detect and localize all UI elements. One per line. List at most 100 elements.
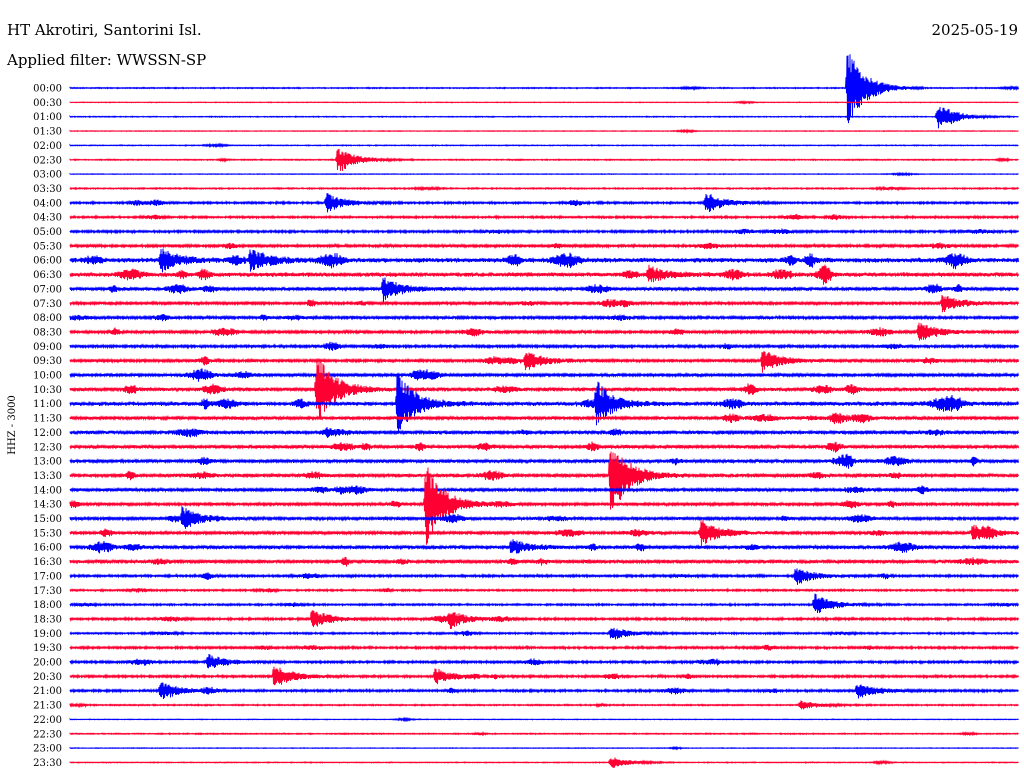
trace-row-1000 xyxy=(69,368,1019,382)
trace-row-0300 xyxy=(69,171,1019,177)
tick-label: 04:00 xyxy=(33,198,62,209)
tick-label: 03:30 xyxy=(33,184,62,195)
trace-group xyxy=(69,54,1019,768)
tick-label: 09:30 xyxy=(33,356,62,367)
trace-row-0800 xyxy=(69,313,1019,322)
tick-label: 01:00 xyxy=(33,112,62,123)
trace-row-0130 xyxy=(69,128,1019,134)
trace-row-1930 xyxy=(69,644,1019,651)
trace-row-0700 xyxy=(69,277,1019,303)
trace-row-2230 xyxy=(69,730,1019,737)
tick-label: 22:30 xyxy=(33,729,62,740)
tick-label: 08:00 xyxy=(33,313,62,324)
trace-row-0000 xyxy=(69,54,1019,124)
trace-row-1630 xyxy=(69,556,1019,567)
trace-row-0900 xyxy=(69,341,1019,351)
tick-label: 22:00 xyxy=(33,715,62,726)
trace-row-0500 xyxy=(69,228,1019,235)
trace-row-0230 xyxy=(69,148,1019,171)
tick-label: 00:30 xyxy=(33,98,62,109)
tick-label: 21:00 xyxy=(33,686,62,697)
tick-label: 18:00 xyxy=(33,600,62,611)
date-label: 2025-05-19 xyxy=(931,21,1018,39)
tick-label: 20:30 xyxy=(33,672,62,683)
tick-label: 16:00 xyxy=(33,543,62,554)
trace-row-2200 xyxy=(69,716,1019,723)
trace-row-0630 xyxy=(69,264,1019,285)
tick-label: 02:00 xyxy=(33,141,62,152)
trace-row-0530 xyxy=(69,242,1019,250)
trace-row-0830 xyxy=(69,322,1019,341)
tick-label: 11:30 xyxy=(33,414,62,425)
tick-label: 13:30 xyxy=(33,471,62,482)
trace-row-0100 xyxy=(69,106,1019,129)
tick-label: 07:00 xyxy=(33,284,62,295)
trace-row-0730 xyxy=(69,294,1019,313)
trace-row-1900 xyxy=(69,627,1019,640)
tick-label: 06:00 xyxy=(33,256,62,267)
trace-row-1830 xyxy=(69,610,1019,630)
tick-label: 05:00 xyxy=(33,227,62,238)
trace-row-1730 xyxy=(69,587,1019,594)
tick-label: 07:30 xyxy=(33,299,62,310)
trace-row-0600 xyxy=(69,248,1019,273)
tick-label: 06:30 xyxy=(33,270,62,281)
tick-label: 10:00 xyxy=(33,371,62,382)
tick-label: 13:00 xyxy=(33,457,62,468)
trace-row-1600 xyxy=(69,539,1019,554)
trace-row-0030 xyxy=(69,99,1019,105)
trace-row-1530 xyxy=(69,519,1019,547)
tick-label: 15:30 xyxy=(33,528,62,539)
trace-row-1300 xyxy=(69,453,1019,469)
tick-label: 14:30 xyxy=(33,500,62,511)
trace-row-1230 xyxy=(69,441,1019,453)
trace-row-2100 xyxy=(69,682,1019,700)
tick-label: 05:30 xyxy=(33,241,62,252)
trace-row-2030 xyxy=(69,666,1019,686)
tick-label: 20:00 xyxy=(33,658,62,669)
trace-row-2300 xyxy=(69,745,1019,751)
station-title: HT Akrotiri, Santorini Isl. xyxy=(7,21,202,39)
trace-row-1400 xyxy=(69,485,1019,495)
trace-row-2130 xyxy=(69,700,1019,710)
trace-row-1430 xyxy=(69,467,1019,545)
y-axis-label: HHZ - 3000 xyxy=(7,395,18,455)
trace-row-1330 xyxy=(69,451,1019,510)
trace-row-1700 xyxy=(69,568,1019,585)
tick-label: 01:30 xyxy=(33,127,62,138)
tick-label: 00:00 xyxy=(33,84,62,95)
tick-label: 08:30 xyxy=(33,327,62,338)
tick-label: 09:00 xyxy=(33,342,62,353)
trace-row-0400 xyxy=(69,193,1019,213)
tick-label: 12:00 xyxy=(33,428,62,439)
tick-label: 11:00 xyxy=(33,399,62,410)
trace-row-0430 xyxy=(69,213,1019,221)
tick-label: 02:30 xyxy=(33,155,62,166)
tick-label: 21:30 xyxy=(33,701,62,712)
tick-label: 04:30 xyxy=(33,213,62,224)
trace-row-1800 xyxy=(69,593,1019,614)
filter-label: Applied filter: WWSSN-SP xyxy=(7,51,207,69)
tick-label: 03:00 xyxy=(33,170,62,181)
tick-label: 17:00 xyxy=(33,571,62,582)
trace-row-1130 xyxy=(69,412,1019,425)
tick-label: 23:30 xyxy=(33,758,62,769)
tick-label: 17:30 xyxy=(33,586,62,597)
tick-label: 14:00 xyxy=(33,485,62,496)
trace-row-1100 xyxy=(69,374,1019,434)
trace-row-2000 xyxy=(69,653,1019,669)
tick-label: 19:30 xyxy=(33,643,62,654)
tick-label: 12:30 xyxy=(33,442,62,453)
trace-row-0330 xyxy=(69,185,1019,192)
tick-label: 10:30 xyxy=(33,385,62,396)
trace-row-2330 xyxy=(69,757,1019,768)
tick-label: 15:00 xyxy=(33,514,62,525)
trace-row-0200 xyxy=(69,142,1019,149)
trace-row-1200 xyxy=(69,427,1019,438)
trace-row-1500 xyxy=(69,506,1019,529)
tick-label: 19:00 xyxy=(33,629,62,640)
tick-label: 16:30 xyxy=(33,557,62,568)
tick-label-group: 00:00 00:30 01:00 01:30 02:00 02:30 03:00 03:30… xyxy=(33,84,62,769)
tick-label: 18:30 xyxy=(33,614,62,625)
